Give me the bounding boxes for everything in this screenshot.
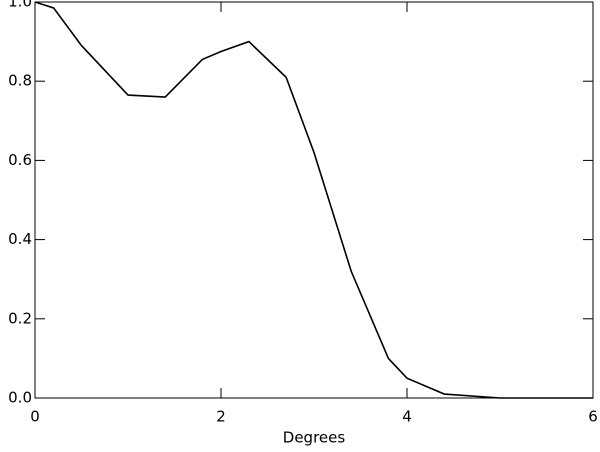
y-tick-label: 1.0 <box>8 0 32 11</box>
data-line <box>34 1 593 399</box>
y-tick-label: 0.4 <box>8 230 32 248</box>
y-tick-label: 0.2 <box>8 309 32 327</box>
y-tick-label: 0.6 <box>8 151 32 169</box>
x-tick-label: 2 <box>216 408 226 426</box>
plot-frame <box>34 1 594 399</box>
x-tick-label: 6 <box>588 408 598 426</box>
x-tick-label: 4 <box>402 408 412 426</box>
x-axis-label: Degrees <box>283 429 346 447</box>
x-tick-label: 0 <box>30 408 40 426</box>
y-tick-label: 0.8 <box>8 72 32 90</box>
y-tick-label: 0.0 <box>8 389 32 407</box>
